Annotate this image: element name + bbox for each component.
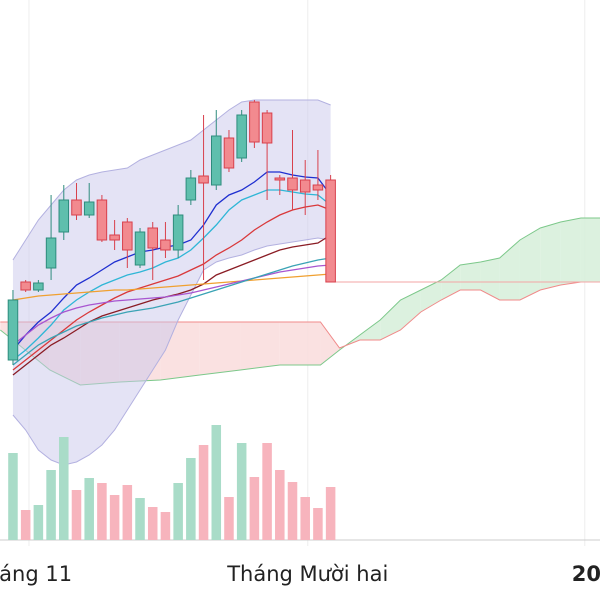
candle-body: [7, 299, 19, 361]
indicator-line: [12, 171, 332, 351]
candle-body: [299, 179, 311, 193]
candle-body: [122, 221, 133, 251]
band-upper: [12, 99, 331, 261]
candle-body: [198, 175, 209, 184]
volume-bar: [262, 443, 272, 540]
volume-bar: [135, 498, 145, 540]
cloud-segment: [199, 322, 241, 375]
indicator-line: [12, 189, 332, 361]
volume-bar: [287, 482, 298, 540]
volume-bar: [8, 453, 18, 540]
cloud-segment: [359, 320, 381, 340]
cloud-segment: [460, 262, 481, 290]
indicator-line: [12, 264, 331, 346]
x-tick-label: Tháng Mười hai: [226, 562, 388, 586]
volume-bar: [224, 497, 234, 540]
candle-body: [20, 281, 31, 291]
volume-bar: [59, 437, 69, 540]
volume-bar: [313, 508, 323, 540]
candle-body: [223, 137, 235, 169]
candle-body: [160, 239, 171, 251]
candle-body: [147, 227, 158, 249]
cloud-segment: [279, 322, 321, 365]
volume-bar: [122, 485, 133, 540]
candle-body: [83, 201, 95, 216]
cloud-segment: [400, 290, 421, 330]
cloud-segment: [580, 218, 600, 282]
cloud-segment: [240, 322, 280, 370]
volume-bar: [236, 443, 247, 540]
candle-body: [96, 199, 108, 241]
indicator-line: [12, 257, 331, 366]
volume-bar: [97, 483, 107, 540]
candle-body: [185, 177, 197, 201]
volume-bar: [33, 505, 44, 540]
volume-bar: [46, 470, 56, 540]
cloud-segment: [380, 300, 401, 340]
x-tick-label: 20: [572, 562, 600, 586]
volume-bar: [109, 495, 120, 540]
cloud-segment: [540, 222, 561, 290]
candle-body: [172, 214, 184, 251]
cloud-segment: [499, 240, 520, 300]
candle-body: [134, 231, 146, 266]
cloud-segment: [320, 322, 340, 365]
volume-bar: [173, 483, 183, 540]
band-area: [12, 100, 331, 465]
candle-body: [325, 179, 336, 283]
cloud-segment: [519, 228, 541, 300]
volume-bar: [325, 487, 336, 540]
candle-body: [33, 282, 44, 291]
volume-bar: [275, 470, 285, 540]
candle-body: [58, 199, 70, 233]
volume-bar: [186, 458, 196, 540]
volume-bar: [147, 507, 158, 540]
volume-bar: [249, 477, 260, 540]
indicator-line: [12, 204, 331, 371]
cloud-segment: [560, 218, 581, 285]
candle-body: [261, 112, 273, 144]
candle-body: [249, 101, 260, 143]
candle-body: [312, 184, 324, 191]
volume-bar: [84, 478, 94, 540]
candle-body: [109, 234, 120, 241]
candle-body: [274, 177, 286, 181]
volume-bar: [300, 497, 310, 540]
candle-body: [287, 177, 298, 191]
candle-body: [71, 199, 82, 216]
volume-bar: [20, 510, 31, 540]
volume-bar: [160, 512, 171, 540]
indicator-line: [12, 273, 331, 301]
candle-body: [45, 237, 57, 269]
candle-body: [210, 135, 222, 186]
x-tick-label: háng 11: [0, 562, 72, 586]
cloud-segment: [480, 258, 500, 300]
volume-bar: [211, 425, 222, 540]
candle-body: [236, 114, 247, 159]
volume-bar: [71, 490, 82, 540]
volume-bar: [198, 445, 209, 540]
